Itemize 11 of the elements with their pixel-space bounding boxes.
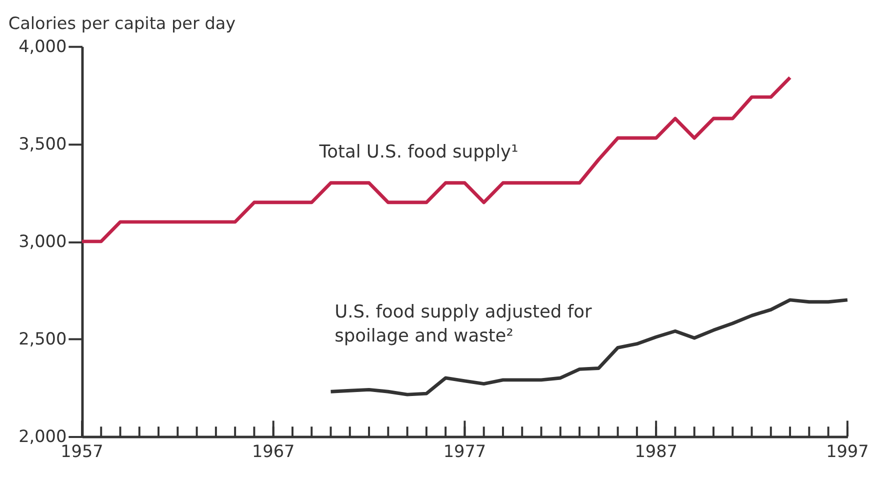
series-label: U.S. food supply adjusted for spoilage and waste² — [334, 302, 592, 346]
y-tick-label: 3,500 — [18, 133, 67, 154]
x-tick-label: 1977 — [443, 441, 486, 462]
x-tick-label: 1967 — [252, 441, 295, 462]
y-axis-title: Calories per capita per day — [8, 13, 236, 34]
y-tick-label: 2,500 — [18, 328, 67, 348]
y-tick-label: 3,000 — [18, 230, 67, 251]
y-tick-label: 4,000 — [18, 36, 67, 56]
x-tick-label: 1987 — [634, 441, 678, 462]
x-tick-label: 1997 — [826, 441, 869, 462]
series-label: Total U.S. food supply¹ — [318, 142, 518, 163]
